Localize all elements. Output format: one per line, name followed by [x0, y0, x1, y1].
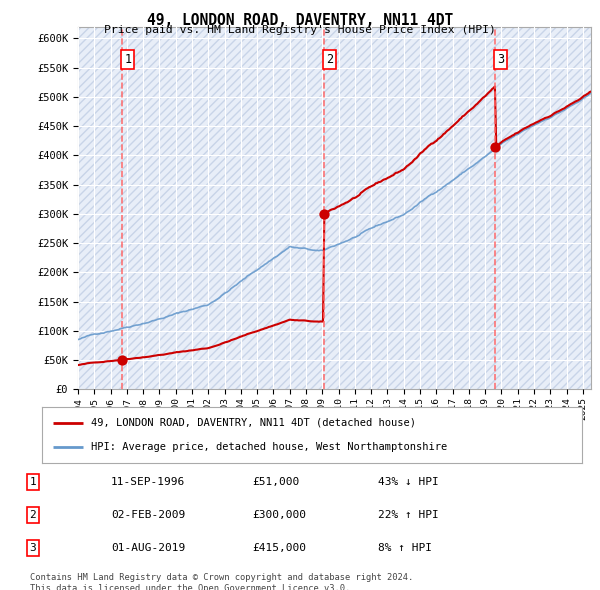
Text: 49, LONDON ROAD, DAVENTRY, NN11 4DT (detached house): 49, LONDON ROAD, DAVENTRY, NN11 4DT (det… — [91, 418, 416, 428]
Text: 3: 3 — [497, 53, 505, 65]
Text: 01-AUG-2019: 01-AUG-2019 — [111, 543, 185, 553]
Text: 3: 3 — [29, 543, 37, 553]
Text: 22% ↑ HPI: 22% ↑ HPI — [378, 510, 439, 520]
Text: Contains HM Land Registry data © Crown copyright and database right 2024.
This d: Contains HM Land Registry data © Crown c… — [30, 573, 413, 590]
Text: £415,000: £415,000 — [252, 543, 306, 553]
Point — [319, 209, 329, 218]
Text: 1: 1 — [29, 477, 37, 487]
Text: Price paid vs. HM Land Registry's House Price Index (HPI): Price paid vs. HM Land Registry's House … — [104, 25, 496, 35]
Text: 2: 2 — [29, 510, 37, 520]
Point — [490, 142, 500, 151]
Text: HPI: Average price, detached house, West Northamptonshire: HPI: Average price, detached house, West… — [91, 442, 447, 453]
Text: 11-SEP-1996: 11-SEP-1996 — [111, 477, 185, 487]
Text: 1: 1 — [124, 53, 131, 65]
Text: 49, LONDON ROAD, DAVENTRY, NN11 4DT: 49, LONDON ROAD, DAVENTRY, NN11 4DT — [147, 13, 453, 28]
Text: £300,000: £300,000 — [252, 510, 306, 520]
Text: 2: 2 — [326, 53, 334, 65]
Text: 02-FEB-2009: 02-FEB-2009 — [111, 510, 185, 520]
Text: 8% ↑ HPI: 8% ↑ HPI — [378, 543, 432, 553]
Text: 43% ↓ HPI: 43% ↓ HPI — [378, 477, 439, 487]
Point — [117, 355, 127, 364]
Text: £51,000: £51,000 — [252, 477, 299, 487]
